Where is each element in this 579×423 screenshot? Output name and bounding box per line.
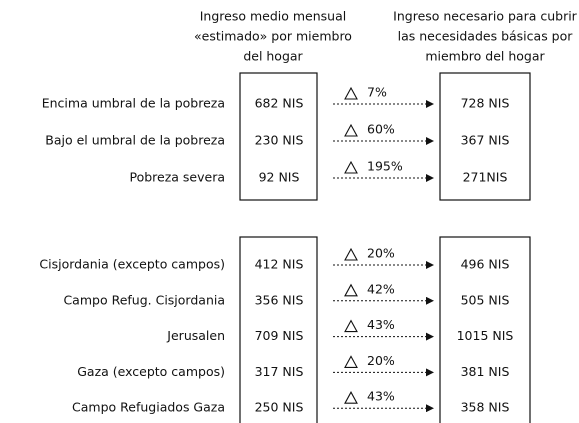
income-value: 709 NIS <box>255 328 304 343</box>
row-label: Gaza (excepto campos) <box>77 364 225 379</box>
income-value: 92 NIS <box>259 170 300 185</box>
required-value: 1015 NIS <box>457 328 514 343</box>
income-value: 356 NIS <box>255 292 304 307</box>
delta-icon <box>344 247 358 261</box>
required-value: 505 NIS <box>461 292 510 307</box>
delta-icon <box>344 355 358 368</box>
required-box <box>439 72 531 201</box>
delta-icon <box>344 319 358 333</box>
required-value: 381 NIS <box>461 364 510 379</box>
income-value: 230 NIS <box>255 133 304 148</box>
delta-icon <box>344 86 358 100</box>
left-header: del hogar <box>243 49 303 64</box>
required-value: 271NIS <box>463 170 508 185</box>
delta-icon <box>344 160 358 174</box>
delta-value: 60% <box>367 122 395 137</box>
right-header: Ingreso necesario para cubrir <box>393 9 578 24</box>
left-header: Ingreso medio mensual <box>200 9 346 24</box>
row-label: Bajo el umbral de la pobreza <box>45 133 225 148</box>
delta-value: 7% <box>367 85 387 100</box>
required-value: 728 NIS <box>461 96 510 111</box>
delta-icon <box>344 123 358 137</box>
delta-value: 195% <box>367 159 403 174</box>
delta-value: 20% <box>367 246 395 261</box>
delta-icon <box>344 391 358 404</box>
row-label: Cisjordania (excepto campos) <box>39 257 225 272</box>
row-label: Jerusalen <box>166 328 225 343</box>
income-box <box>239 72 318 201</box>
income-value: 317 NIS <box>255 364 304 379</box>
delta-value: 42% <box>367 281 395 296</box>
row-label: Encima umbral de la pobreza <box>42 96 225 111</box>
income-value: 250 NIS <box>255 400 304 415</box>
income-box <box>239 236 318 423</box>
delta-value: 43% <box>367 389 395 404</box>
delta-value: 43% <box>367 317 395 332</box>
row-label: Campo Refugiados Gaza <box>72 400 225 415</box>
required-value: 496 NIS <box>461 257 510 272</box>
row-label: Campo Refug. Cisjordania <box>63 292 225 307</box>
delta-icon <box>344 283 358 297</box>
right-header: miembro del hogar <box>425 49 545 64</box>
right-header: las necesidades básicas por <box>398 29 574 44</box>
income-value: 412 NIS <box>255 257 304 272</box>
left-header: «estimado» por miembro <box>194 29 352 44</box>
required-value: 367 NIS <box>461 133 510 148</box>
required-value: 358 NIS <box>461 400 510 415</box>
income-value: 682 NIS <box>255 96 304 111</box>
required-box <box>439 236 531 423</box>
delta-value: 20% <box>367 353 395 368</box>
row-label: Pobreza severa <box>129 170 225 185</box>
